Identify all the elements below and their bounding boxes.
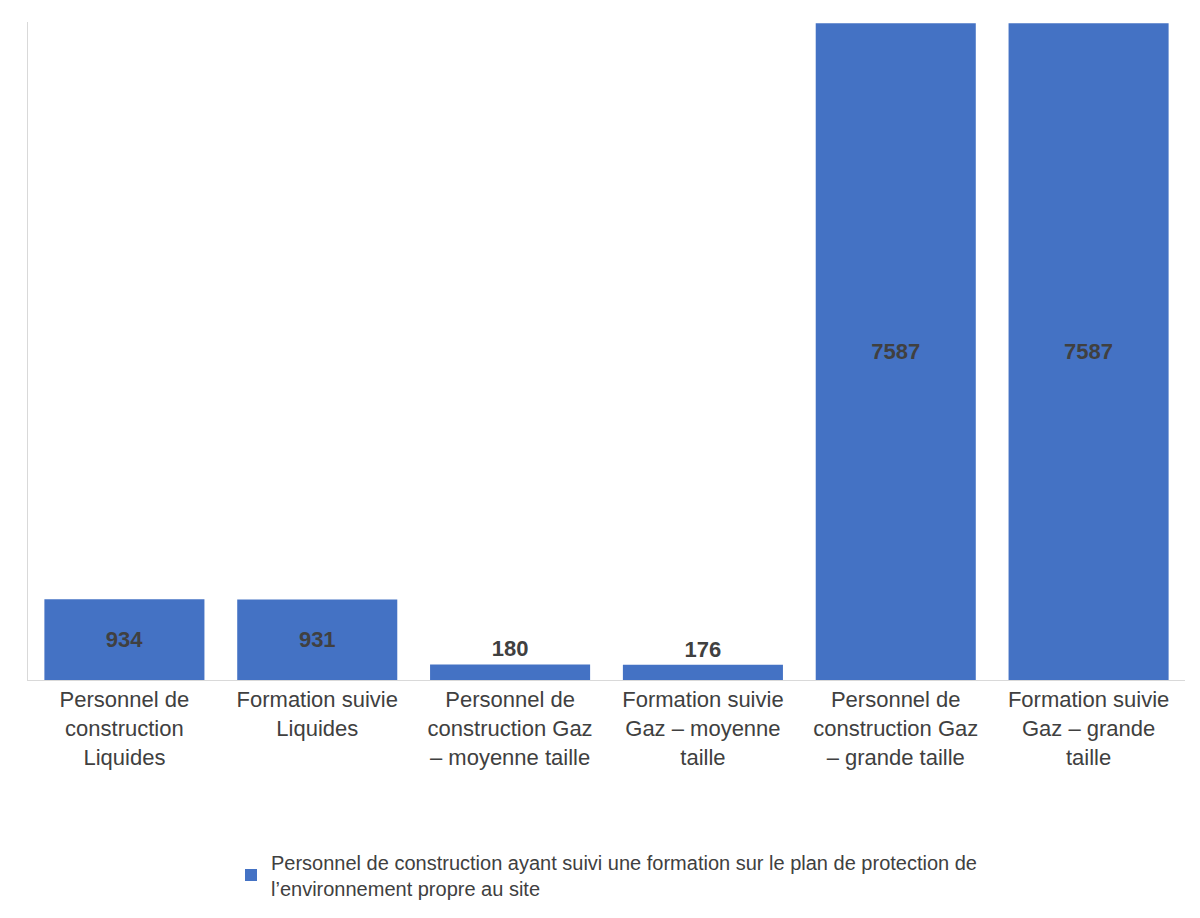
svg-text:Personnel de construction ayan: Personnel de construction ayant suivi un… [271, 852, 977, 900]
svg-text:Formation suivieLiquides: Formation suivieLiquides [237, 687, 398, 741]
svg-text:Personnel deconstructionLiquid: Personnel deconstructionLiquides [60, 687, 190, 769]
svg-text:176: 176 [685, 637, 722, 662]
svg-text:7587: 7587 [1064, 339, 1113, 364]
svg-text:Personnel deconstruction Gaz–: Personnel deconstruction Gaz– grande tai… [813, 687, 978, 769]
svg-text:Formation suivieGaz – moyennet: Formation suivieGaz – moyennetaille [622, 687, 783, 769]
svg-text:934: 934 [106, 627, 143, 652]
svg-text:Personnel deconstruction Gaz–: Personnel deconstruction Gaz– moyenne ta… [428, 687, 593, 769]
svg-text:180: 180 [492, 636, 529, 661]
svg-text:7587: 7587 [871, 339, 920, 364]
svg-text:Formation suivieGaz – grandeta: Formation suivieGaz – grandetaille [1008, 687, 1169, 769]
svg-text:931: 931 [299, 627, 336, 652]
